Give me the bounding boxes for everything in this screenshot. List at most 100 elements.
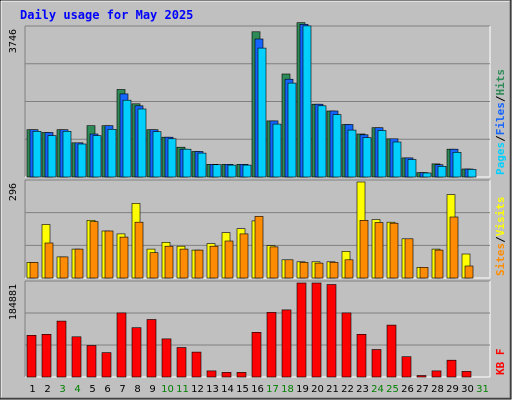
x-tick-label-day-10: 10 — [161, 384, 174, 395]
axis-label-part: Hits — [494, 69, 507, 96]
bar-pages-day-1 — [32, 131, 42, 178]
bar-pages-day-2 — [47, 135, 57, 178]
bar-kb-f-day-24 — [371, 349, 382, 378]
x-tick-label-day-4: 4 — [74, 384, 80, 395]
bar-sites-day-21 — [329, 262, 339, 279]
bar-kb-f-day-7 — [116, 312, 127, 378]
bar-sites-day-28 — [434, 249, 444, 279]
axis-label-part: F — [494, 349, 507, 362]
bar-sites-day-16 — [254, 216, 264, 279]
bar-kb-f-day-29 — [446, 359, 457, 378]
bar-kb-f-day-6 — [101, 352, 112, 378]
x-tick-label-day-3: 3 — [59, 384, 65, 395]
series-pages — [32, 25, 477, 178]
axis-label-part: Files — [494, 102, 507, 135]
bar-kb-f-day-3 — [56, 320, 67, 378]
bar-sites-day-2 — [44, 242, 54, 279]
axis-label-part: KB — [494, 361, 507, 375]
axis-label-part: Sites — [494, 243, 507, 276]
x-tick-label-day-18: 18 — [281, 384, 294, 395]
x-tick-label-day-17: 17 — [266, 384, 279, 395]
bar-kb-f-day-26 — [401, 356, 412, 378]
bar-pages-day-21 — [332, 114, 342, 178]
x-tick-label-day-21: 21 — [326, 384, 339, 395]
bar-pages-day-23 — [362, 137, 372, 178]
x-tick-label-day-15: 15 — [236, 384, 249, 395]
bar-sites-day-19 — [299, 262, 309, 279]
axis-label-part: / — [494, 135, 507, 142]
bar-sites-day-12 — [194, 249, 204, 279]
bar-sites-day-23 — [359, 220, 369, 279]
chart-panels: 3746Pages/Files/Hits296Sites/Visits18488… — [8, 22, 507, 378]
panel-axis-label: Pages/Files/Hits — [494, 69, 507, 175]
bar-kb-f-day-12 — [191, 351, 202, 378]
x-tick-label-day-8: 8 — [134, 384, 140, 395]
bar-sites-day-9 — [149, 252, 159, 279]
bar-sites-day-17 — [269, 246, 279, 279]
bar-pages-day-29 — [452, 152, 462, 178]
x-tick-label-day-19: 19 — [296, 384, 309, 395]
bar-pages-day-7 — [122, 99, 132, 178]
chart-title: Daily usage for May 2025 — [20, 8, 193, 22]
bar-sites-day-22 — [344, 259, 354, 279]
bar-kb-f-day-23 — [356, 333, 367, 378]
x-tick-label-day-12: 12 — [191, 384, 204, 395]
bar-kb-f-day-16 — [251, 331, 262, 378]
bar-sites-day-18 — [284, 259, 294, 279]
panel-axis-label: Sites/Visits — [494, 197, 507, 277]
bar-pages-day-14 — [227, 164, 237, 178]
bar-sites-day-15 — [239, 233, 249, 279]
bar-kb-f-day-25 — [386, 324, 397, 378]
bar-pages-day-11 — [182, 148, 192, 178]
bar-kb-f-day-2 — [41, 333, 52, 378]
bar-sites-day-10 — [164, 245, 174, 279]
bar-sites-day-7 — [119, 236, 129, 279]
x-tick-label-day-26: 26 — [401, 384, 414, 395]
bar-pages-day-25 — [392, 141, 402, 178]
bar-sites-day-25 — [389, 222, 399, 279]
bar-sites-day-24 — [374, 222, 384, 279]
x-tick-label-day-1: 1 — [29, 384, 35, 395]
axis-label-part: / — [494, 95, 507, 102]
bar-pages-day-19 — [302, 25, 312, 178]
panel-kbytes: 184881 KB F — [8, 280, 507, 378]
bar-kb-f-day-19 — [296, 282, 307, 378]
bar-kb-f-day-1 — [26, 334, 37, 378]
bar-pages-day-28 — [437, 166, 447, 178]
bar-sites-day-5 — [89, 221, 99, 279]
bar-sites-day-20 — [314, 262, 324, 279]
bar-pages-day-4 — [77, 143, 87, 178]
x-tick-label-day-5: 5 — [89, 384, 95, 395]
bar-pages-day-8 — [137, 108, 147, 178]
x-tick-label-day-24: 24 — [371, 384, 384, 395]
bar-pages-day-10 — [167, 138, 177, 178]
bar-kb-f-day-27 — [416, 375, 427, 378]
x-tick-label-day-9: 9 — [149, 384, 155, 395]
x-tick-label-day-27: 27 — [416, 384, 429, 395]
bar-kb-f-day-18 — [281, 309, 292, 378]
x-tick-label-day-23: 23 — [356, 384, 369, 395]
bar-sites-day-26 — [404, 238, 414, 279]
bar-kb-f-day-13 — [206, 370, 217, 378]
panel-visits-sites: 296 Sites/Visits — [8, 179, 507, 279]
bar-pages-day-12 — [197, 152, 207, 178]
bar-sites-day-3 — [59, 256, 69, 279]
x-tick-label-day-20: 20 — [311, 384, 324, 395]
bar-pages-day-24 — [377, 130, 387, 178]
x-tick-label-day-13: 13 — [206, 384, 219, 395]
bar-pages-day-30 — [467, 169, 477, 178]
x-tick-label-day-14: 14 — [221, 384, 234, 395]
bar-sites-day-13 — [209, 245, 219, 279]
bar-kb-f-day-8 — [131, 327, 142, 378]
x-tick-label-day-31: 31 — [476, 384, 489, 395]
panel-max-label: 184881 — [8, 284, 19, 320]
panel-axis-label: KB F — [494, 349, 507, 376]
bar-kb-f-day-5 — [86, 345, 97, 378]
bar-kb-f-day-11 — [176, 347, 187, 378]
bar-sites-day-29 — [449, 216, 459, 279]
bar-pages-day-27 — [422, 172, 432, 178]
x-tick-label-day-30: 30 — [461, 384, 474, 395]
bar-sites-day-4 — [74, 248, 84, 279]
x-tick-label-day-25: 25 — [386, 384, 399, 395]
